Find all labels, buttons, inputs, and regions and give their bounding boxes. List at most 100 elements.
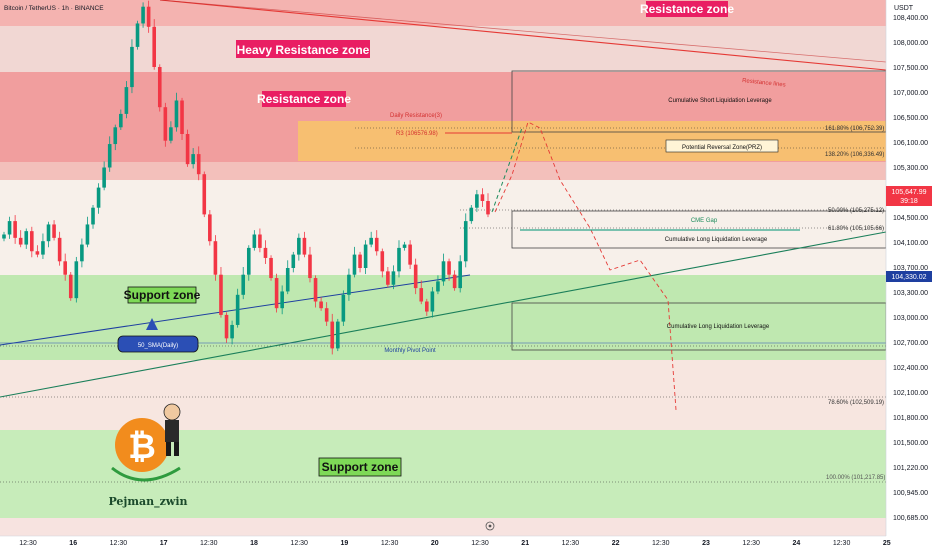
candle-body [113,127,118,145]
crosshair-price-text: 104,330.02 [891,274,926,281]
crosshair-price-tag: 104,330.02 [886,271,932,282]
label-resistance-mid: Resistance zone [257,91,351,107]
bottom-band [0,518,886,536]
resistance-trend-line-1[interactable] [159,0,887,71]
price-tick-label: 106,100.00 [893,140,928,147]
candle-body [52,224,56,238]
candle-body [324,308,329,322]
candle-body [252,234,257,248]
time-axis[interactable]: 12:30 16 12:30 17 12:30 18 12:30 19 12:30 20 12:30… [0,535,932,550]
price-tick-label: 103,300.00 [893,290,928,297]
time-tick-label: 25 [883,540,891,547]
fib-161: 161.80% (106,752.39) [825,126,884,132]
projection-up [491,127,523,213]
candle-body [30,231,34,252]
price-tick-label: 100,945.00 [893,490,928,497]
price-tick-label: 103,700.00 [893,265,928,272]
heavy-resistance-text: Heavy Resistance zone [237,43,370,57]
candle-body [458,261,462,289]
candle-body [235,294,240,325]
fib-786: 78.60% (102,509.19) [828,400,884,406]
candle-body [297,237,301,255]
candle-body [430,291,435,312]
price-tick-label: 102,400.00 [893,365,928,372]
support-trend-line[interactable] [0,231,887,398]
candle-body [352,254,357,275]
candle-body [68,274,73,299]
bitcoin-icon: ₿ [128,427,156,467]
sma-callout: 50_SMA(Daily) [117,318,199,353]
support-zone-low-text: Support zone [322,460,399,474]
candle-body [230,324,234,339]
author-name: Pejman_zwin [108,495,187,509]
candle-body [57,237,62,262]
fib-618: 61.80% (105,105.66) [828,226,884,232]
candle-body [208,214,212,242]
price-tick-label: 108,000.00 [893,40,928,47]
candle-body [224,314,229,339]
candle-body [146,6,151,27]
candle-body [280,291,284,309]
author-logo: ₿ Pejman_zwin [108,403,188,509]
candle-body [41,241,45,255]
sma-line[interactable] [0,274,471,346]
resistance-zone-lower-band [0,162,886,180]
time-tick-label: 12:30 [471,540,489,547]
candle-body [475,194,479,208]
candle-body [419,288,424,302]
candle-body [302,237,307,255]
candle-body [291,254,296,268]
time-tick-label: 12:30 [652,540,670,547]
time-tick-label: 12:30 [19,540,37,547]
candles-layer [2,0,490,355]
candle-body [180,100,184,134]
candle-body [441,261,446,282]
settings-gear-icon[interactable] [485,521,495,531]
candle-body [341,294,346,322]
candle-body [91,207,95,225]
fib-50: 50.00% (105,275.12) [828,208,884,214]
candle-body [285,268,290,292]
candle-body [413,264,418,289]
candle-body [157,67,162,108]
resistance-lines-text: Resistance lines [742,78,786,89]
candle-body [202,174,207,215]
resistance-zone-top-text: Resistance zone [640,2,734,16]
candle-body [263,247,268,258]
neutral-band [0,180,886,275]
long-liq-text-2: Cumulative Long Liquidation Leverage [667,324,770,330]
price-tick-label: 101,800.00 [893,415,928,422]
time-tick-label: 21 [521,540,529,547]
candle-body [24,231,29,245]
candle-body [374,237,379,252]
candle-body [141,6,145,24]
candle-body [13,221,17,238]
candle-body [102,167,106,188]
price-axis[interactable]: USDT 108,400.00 108,000.00 107,500.00 107,0… [885,0,932,536]
resistance-zone-top-band [0,0,886,26]
long-liq-text-1: Cumulative Long Liquidation Leverage [665,237,768,243]
candle-body [191,154,195,165]
price-tick-label: 105,300.00 [893,165,928,172]
candle-body [107,144,112,168]
fib-100: 100.00% (101,217.85) [826,475,885,481]
candle-body [63,261,67,275]
candle-body [241,274,246,295]
cme-gap-text: CME Gap [691,218,718,224]
candle-body [469,207,474,222]
candle-body [402,244,407,248]
candle-body [130,46,134,88]
resistance-trend-line-2[interactable] [159,0,887,63]
time-tick-label: 12:30 [562,540,580,547]
candle-body [2,234,6,239]
candle-body [425,301,429,312]
candle-body [391,271,396,285]
candle-body [436,281,440,292]
time-tick-label: 22 [612,540,620,547]
candle-body [447,261,451,275]
prz-text: Potential Reversal Zone(PRZ) [682,145,762,151]
candle-body [135,23,140,47]
candle-body [174,100,179,128]
